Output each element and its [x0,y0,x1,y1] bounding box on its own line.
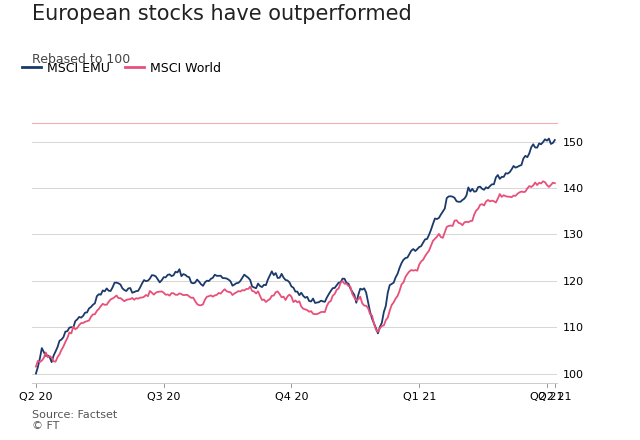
Text: Source: Factset
© FT: Source: Factset © FT [32,410,117,431]
Legend: MSCI EMU, MSCI World: MSCI EMU, MSCI World [17,57,226,80]
Text: European stocks have outperformed: European stocks have outperformed [32,4,412,24]
Text: Rebased to 100: Rebased to 100 [32,53,131,66]
